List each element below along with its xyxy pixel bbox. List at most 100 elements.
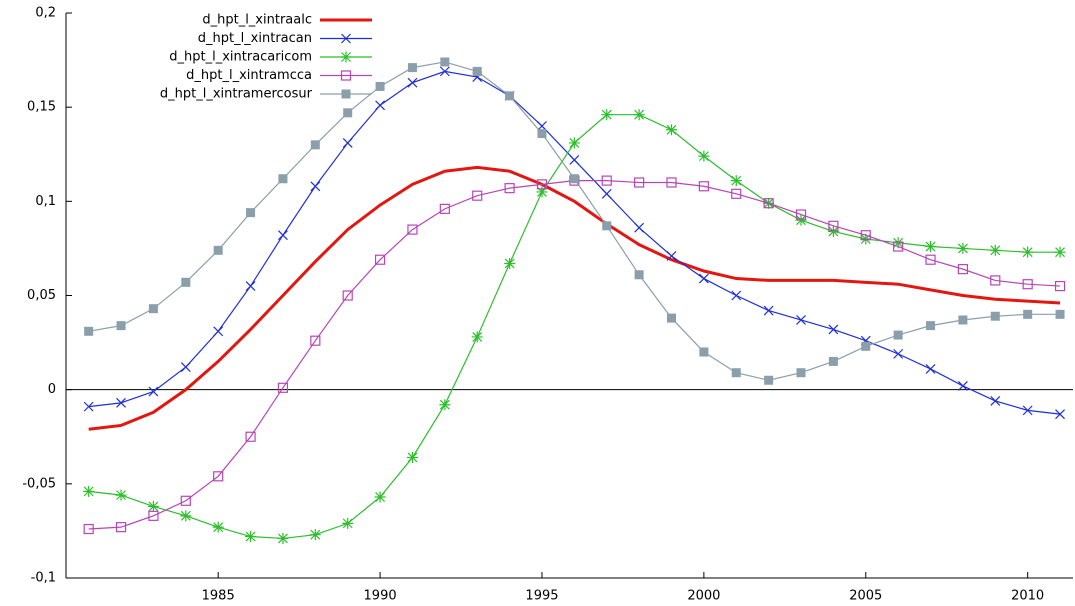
- legend-label: d_hpt_l_xintramercosur: [160, 87, 313, 102]
- point-marker: [1055, 409, 1065, 420]
- point-marker: [828, 356, 838, 366]
- point-marker: [83, 401, 94, 412]
- point-marker: [568, 137, 580, 149]
- point-marker: [601, 175, 612, 186]
- point-marker: [212, 521, 224, 533]
- point-marker: [407, 63, 417, 73]
- point-marker: [893, 330, 903, 340]
- point-marker: [828, 324, 839, 335]
- point-marker: [342, 517, 354, 529]
- point-marker: [925, 254, 936, 265]
- x-tick-label: 2005: [849, 589, 882, 604]
- point-marker: [180, 362, 191, 372]
- series-line: [88, 70, 1061, 415]
- point-marker: [439, 66, 450, 77]
- point-marker: [310, 140, 320, 150]
- point-marker: [472, 190, 483, 201]
- point-marker: [537, 129, 547, 139]
- y-tick-label: -0,1: [31, 571, 56, 586]
- legend-marker: [340, 70, 352, 81]
- point-marker: [536, 186, 548, 198]
- point-marker: [213, 326, 224, 337]
- legend-marker: [341, 89, 351, 99]
- point-marker: [1022, 279, 1033, 290]
- point-marker: [957, 242, 969, 254]
- x-tick-label: 2010: [1011, 589, 1044, 604]
- point-marker: [148, 304, 158, 314]
- point-marker: [634, 177, 645, 188]
- point-marker: [213, 471, 224, 482]
- point-marker: [406, 451, 418, 463]
- y-tick-label: 0,15: [27, 100, 56, 115]
- point-marker: [374, 491, 386, 503]
- series-line: [88, 61, 1061, 381]
- point-marker: [926, 321, 936, 331]
- point-marker: [180, 495, 191, 506]
- point-marker: [795, 209, 807, 220]
- point-marker: [505, 91, 515, 101]
- point-marker: [796, 368, 806, 378]
- point-marker: [764, 375, 774, 385]
- legend-marker: [340, 51, 352, 63]
- point-marker: [375, 100, 386, 111]
- point-marker: [277, 382, 289, 393]
- point-marker: [698, 150, 710, 162]
- point-marker: [278, 174, 288, 184]
- x-tick-label: 1990: [364, 589, 397, 604]
- point-marker: [246, 208, 256, 218]
- point-marker: [763, 198, 774, 209]
- point-marker: [925, 241, 937, 253]
- point-marker: [439, 399, 451, 411]
- point-marker: [763, 305, 774, 316]
- legend-marker: [341, 33, 351, 44]
- point-marker: [828, 220, 839, 231]
- point-marker: [1022, 246, 1034, 258]
- point-marker: [310, 181, 321, 192]
- point-marker: [602, 221, 612, 231]
- point-marker: [148, 386, 159, 397]
- point-marker: [731, 290, 742, 301]
- series-line: [88, 180, 1061, 530]
- point-marker: [440, 57, 450, 67]
- point-marker: [601, 109, 613, 121]
- point-marker: [375, 81, 385, 91]
- point-marker: [245, 281, 256, 292]
- point-marker: [84, 326, 94, 336]
- point-marker: [115, 489, 127, 501]
- point-marker: [698, 273, 709, 284]
- point-marker: [634, 222, 645, 233]
- point-marker: [666, 177, 677, 188]
- point-marker: [601, 188, 612, 199]
- point-marker: [666, 313, 676, 323]
- point-marker: [439, 203, 450, 214]
- y-tick-label: 0,2: [35, 6, 56, 21]
- x-tick-label: 1985: [202, 589, 235, 604]
- point-marker: [892, 237, 904, 249]
- point-marker: [634, 270, 644, 280]
- point-marker: [989, 244, 1001, 256]
- point-marker: [827, 225, 839, 237]
- point-marker: [665, 124, 677, 136]
- point-marker: [1055, 309, 1065, 319]
- point-marker: [115, 522, 127, 533]
- x-tick-label: 2000: [687, 589, 720, 604]
- point-marker: [181, 277, 191, 287]
- point-marker: [342, 138, 353, 148]
- point-marker: [278, 230, 288, 241]
- point-marker: [245, 431, 256, 442]
- point-marker: [925, 364, 936, 374]
- point-marker: [893, 241, 904, 252]
- point-marker: [147, 500, 159, 512]
- point-marker: [471, 331, 483, 343]
- point-marker: [407, 77, 418, 88]
- point-marker: [731, 368, 741, 378]
- legend-label: d_hpt_l_xintramcca: [186, 68, 312, 83]
- point-marker: [990, 275, 1001, 286]
- point-marker: [504, 183, 515, 194]
- y-tick-label: 0: [48, 382, 56, 397]
- point-marker: [536, 179, 548, 190]
- point-marker: [699, 347, 709, 357]
- point-marker: [310, 335, 321, 346]
